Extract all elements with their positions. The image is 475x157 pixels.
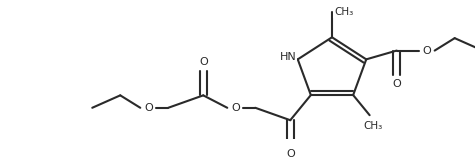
Text: O: O bbox=[231, 103, 240, 113]
Text: CH₃: CH₃ bbox=[363, 121, 382, 131]
Text: O: O bbox=[199, 57, 208, 67]
Text: O: O bbox=[392, 79, 401, 89]
Text: O: O bbox=[422, 46, 431, 56]
Text: HN: HN bbox=[279, 52, 296, 62]
Text: O: O bbox=[286, 149, 294, 157]
Text: O: O bbox=[144, 103, 152, 113]
Text: CH₃: CH₃ bbox=[334, 7, 353, 16]
